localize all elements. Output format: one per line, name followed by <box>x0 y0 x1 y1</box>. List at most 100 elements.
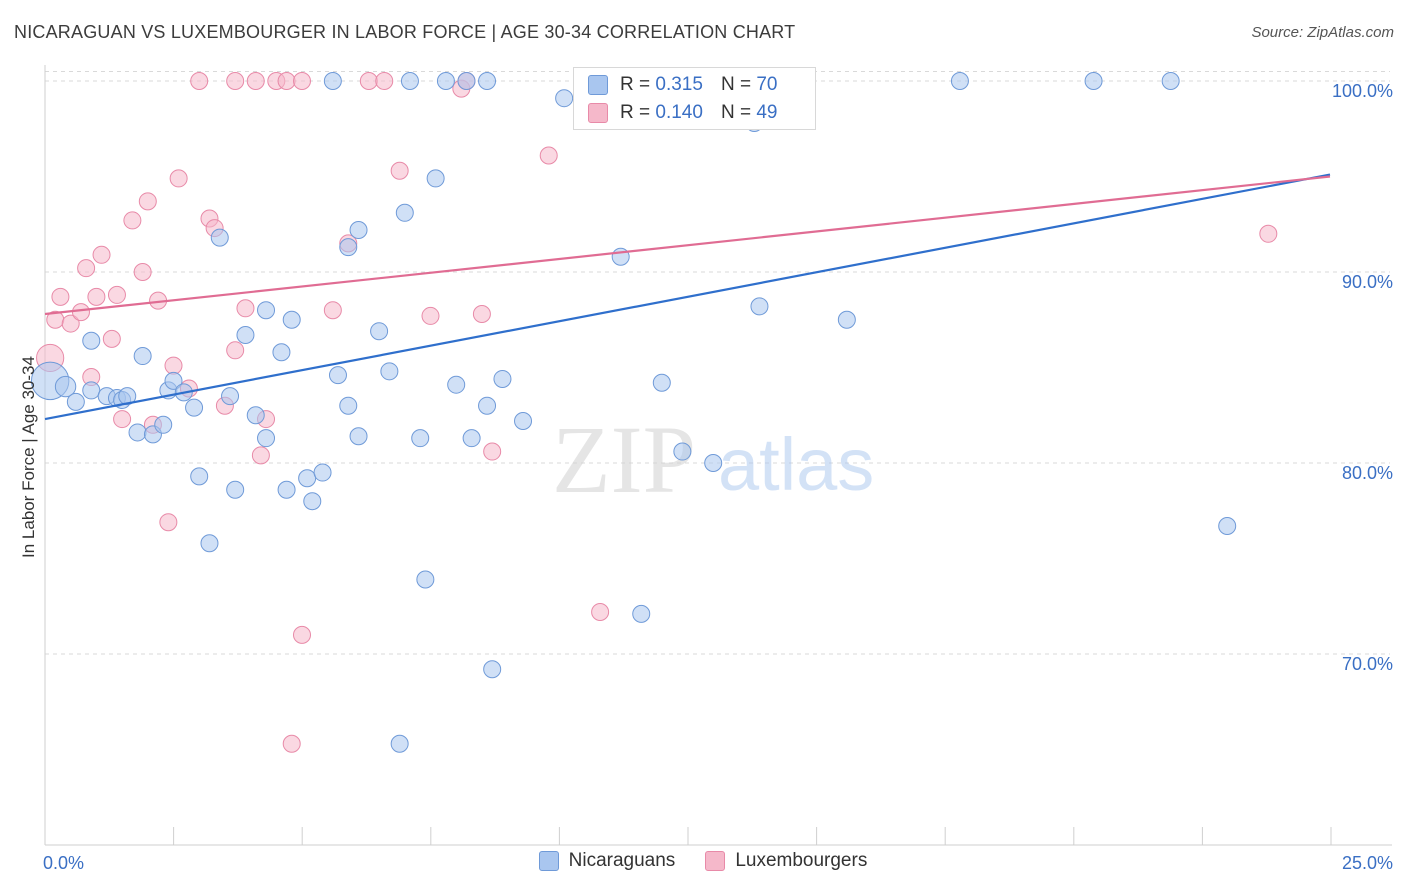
y-tick-label-70: 70.0% <box>1342 654 1393 674</box>
point-luxembourgers-34 <box>293 72 311 90</box>
point-nicaraguans-59 <box>652 373 671 392</box>
y-axis-label: In Labor Force | Age 30-34 <box>19 356 38 558</box>
point-luxembourgers-17 <box>159 513 178 532</box>
point-nicaraguans-54 <box>514 411 533 430</box>
point-nicaraguans-68 <box>950 72 969 90</box>
point-nicaraguans-3 <box>82 381 101 400</box>
legend: Nicaraguans Luxembourgers <box>0 850 1406 872</box>
y-tick-label-90: 90.0% <box>1342 272 1393 292</box>
point-luxembourgers-44 <box>472 305 491 324</box>
point-nicaraguans-44 <box>416 570 435 589</box>
x-tick-label-max: 25.0% <box>1342 853 1393 873</box>
legend-item-luxembourgers[interactable]: Luxembourgers <box>705 850 867 872</box>
point-nicaraguans-21 <box>226 480 245 499</box>
point-nicaraguans-36 <box>349 427 368 446</box>
point-luxembourgers-21 <box>190 72 209 90</box>
r-label: R = <box>620 74 651 95</box>
point-nicaraguans-42 <box>400 72 419 90</box>
point-luxembourgers-32 <box>277 72 296 90</box>
point-nicaraguans-71 <box>1218 517 1237 536</box>
source-label: Source: ZipAtlas.com <box>1251 24 1394 41</box>
point-nicaraguans-12 <box>154 415 173 434</box>
point-nicaraguans-17 <box>190 467 209 486</box>
legend-swatch-pink <box>705 851 726 871</box>
gridlines <box>45 70 1390 655</box>
n-label: N = <box>720 102 752 123</box>
point-nicaraguans-28 <box>282 310 301 329</box>
point-nicaraguans-70 <box>1161 72 1180 90</box>
x-tick-label-min: 0.0% <box>43 853 84 873</box>
point-nicaraguans-9 <box>128 423 147 442</box>
point-nicaraguans-64 <box>750 297 769 316</box>
swatch-blue <box>588 75 608 95</box>
point-nicaraguans-34 <box>339 396 358 415</box>
legend-item-nicaraguans[interactable]: Nicaraguans <box>538 850 676 872</box>
point-nicaraguans-35 <box>339 238 358 257</box>
stats-row-nicaraguans: R = 0.315 N = 70 <box>588 74 777 96</box>
point-nicaraguans-16 <box>185 398 204 417</box>
point-luxembourgers-18 <box>164 356 183 375</box>
legend-label: Luxembourgers <box>735 850 868 871</box>
point-luxembourgers-9 <box>102 329 121 348</box>
n-value: 49 <box>756 102 778 123</box>
point-nicaraguans-18 <box>200 534 219 553</box>
n-value: 70 <box>756 74 778 95</box>
point-luxembourgers-27 <box>236 299 255 318</box>
point-luxembourgers-47 <box>591 602 610 621</box>
point-luxembourgers-40 <box>390 161 409 180</box>
point-nicaraguans-19 <box>210 228 229 247</box>
point-nicaraguans-46 <box>436 72 455 90</box>
trend-lines <box>44 173 1331 421</box>
point-luxembourgers-28 <box>246 72 265 90</box>
stats-row-luxembourgers: R = 0.140 N = 49 <box>588 102 777 124</box>
point-luxembourgers-46 <box>539 146 558 165</box>
point-nicaraguans-43 <box>411 429 430 448</box>
point-nicaraguans-8 <box>118 387 137 406</box>
trend-line-nicaraguans <box>44 173 1331 421</box>
point-nicaraguans-47 <box>447 375 466 394</box>
point-luxembourgers-7 <box>87 287 106 306</box>
point-luxembourgers-19 <box>169 169 188 188</box>
point-nicaraguans-1 <box>54 375 77 398</box>
y-tick-labels: 70.0% 80.0% 90.0% 100.0% <box>1332 81 1393 674</box>
point-nicaraguans-40 <box>390 734 409 753</box>
point-luxembourgers-48 <box>1259 224 1278 243</box>
swatch-pink <box>588 103 608 123</box>
chart-title: NICARAGUAN VS LUXEMBOURGER IN LABOR FORC… <box>14 22 796 42</box>
point-luxembourgers-13 <box>133 263 152 281</box>
point-luxembourgers-3 <box>61 314 80 333</box>
point-nicaraguans-53 <box>493 369 512 388</box>
point-nicaraguans-27 <box>277 480 296 499</box>
point-luxembourgers-33 <box>282 734 301 753</box>
point-luxembourgers-4 <box>71 303 90 322</box>
trend-line-luxembourgers <box>44 175 1331 316</box>
point-luxembourgers-26 <box>226 72 245 90</box>
watermark-zip: ZIP <box>552 406 696 513</box>
stats-box: R = 0.315 N = 70 R = 0.140 N = 49 <box>573 67 816 130</box>
point-nicaraguans-32 <box>323 72 342 90</box>
point-nicaraguans-52 <box>483 660 502 679</box>
point-luxembourgers-10 <box>107 285 126 304</box>
point-luxembourgers-2 <box>51 287 70 306</box>
point-nicaraguans-48 <box>457 72 476 90</box>
point-nicaraguans-33 <box>328 366 347 385</box>
point-luxembourgers-38 <box>359 72 378 90</box>
point-nicaraguans-22 <box>236 326 255 345</box>
legend-label: Nicaraguans <box>568 850 676 871</box>
point-luxembourgers-11 <box>113 410 132 429</box>
point-nicaraguans-25 <box>257 429 276 448</box>
watermark-atlas: atlas <box>718 423 874 506</box>
y-tick-label-100: 100.0% <box>1332 81 1393 101</box>
point-luxembourgers-35 <box>293 625 311 644</box>
point-nicaraguans-20 <box>221 387 240 406</box>
point-nicaraguans-60 <box>673 442 692 461</box>
r-value: 0.315 <box>655 74 703 95</box>
point-nicaraguans-30 <box>303 492 322 511</box>
point-nicaraguans-24 <box>257 301 276 320</box>
point-nicaraguans-31 <box>313 463 332 482</box>
point-luxembourgers-8 <box>92 245 111 264</box>
point-nicaraguans-67 <box>837 310 856 329</box>
point-nicaraguans-51 <box>478 72 497 90</box>
point-luxembourgers-25 <box>226 341 245 360</box>
